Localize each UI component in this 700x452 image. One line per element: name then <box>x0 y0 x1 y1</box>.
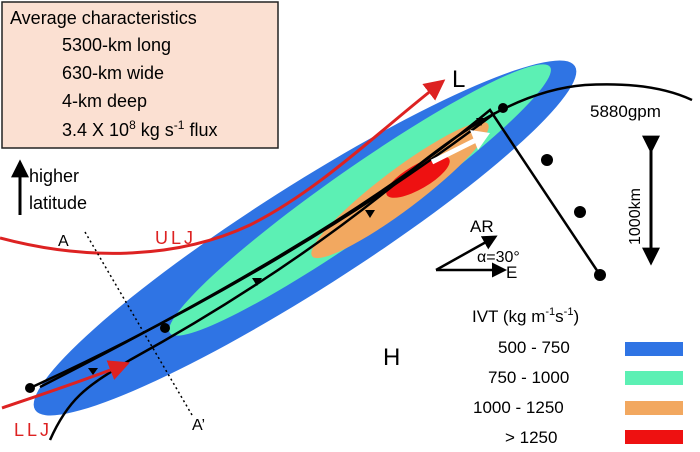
llj-arrow <box>1 360 130 410</box>
summary-flux: 3.4 X 108 kg s-1 flux <box>62 118 217 140</box>
legend-swatch <box>625 371 683 385</box>
front-bump <box>594 269 606 281</box>
alpha-label: α=30° <box>477 249 520 266</box>
ulj-arrow <box>0 79 446 255</box>
fronts <box>25 103 606 393</box>
core-flow-arrowhead <box>470 130 490 150</box>
front-bump <box>498 103 508 113</box>
label-a: A <box>58 233 69 250</box>
front-barb <box>476 118 486 126</box>
legend-swatch <box>625 430 683 444</box>
legend-label: 500 - 750 <box>498 338 570 357</box>
warm-front-line <box>39 108 602 389</box>
contour-label: 5880gpm <box>590 102 661 121</box>
summary-depth: 4-km deep <box>62 91 147 111</box>
front-barb <box>88 368 98 375</box>
ivt-legend: IVT (kg m-1s-1) 500 - 750 750 - 1000 100… <box>472 306 683 447</box>
ar-label: AR <box>470 217 494 236</box>
scale-label: 1000km <box>627 188 644 245</box>
front-bump <box>160 323 170 333</box>
summary-title: Average characteristics <box>10 8 197 28</box>
cross-section-line <box>84 231 193 416</box>
legend-title: IVT (kg m-1s-1) <box>472 306 579 326</box>
latitude-label: latitude <box>29 193 87 213</box>
summary-length: 5300-km long <box>62 35 171 55</box>
legend-label: 750 - 1000 <box>488 368 569 387</box>
front-bump <box>541 154 553 166</box>
core-flow-arrow <box>430 137 478 165</box>
ivt-over-1250-region <box>386 156 450 198</box>
llj-label: LLJ <box>14 420 52 440</box>
higher-label: higher <box>29 166 79 186</box>
front-bump <box>574 206 586 218</box>
summary-width: 630-km wide <box>62 63 164 83</box>
front-bump <box>25 383 35 393</box>
ulj-label: ULJ <box>155 228 196 248</box>
label-a-prime: A’ <box>192 417 205 434</box>
legend-swatch <box>625 401 683 415</box>
legend-swatch <box>625 342 683 356</box>
low-pressure-label: L <box>452 66 465 93</box>
front-barb <box>252 278 262 286</box>
summary-box: Average characteristics 5300-km long 630… <box>1 1 279 149</box>
front-barb <box>365 210 375 218</box>
legend-label: > 1250 <box>505 428 557 447</box>
summary-box-background <box>1 1 279 149</box>
high-pressure-label: H <box>383 344 400 371</box>
legend-label: 1000 - 1250 <box>473 398 564 417</box>
ar-direction-arrow <box>435 235 498 272</box>
east-label: E <box>506 263 517 282</box>
